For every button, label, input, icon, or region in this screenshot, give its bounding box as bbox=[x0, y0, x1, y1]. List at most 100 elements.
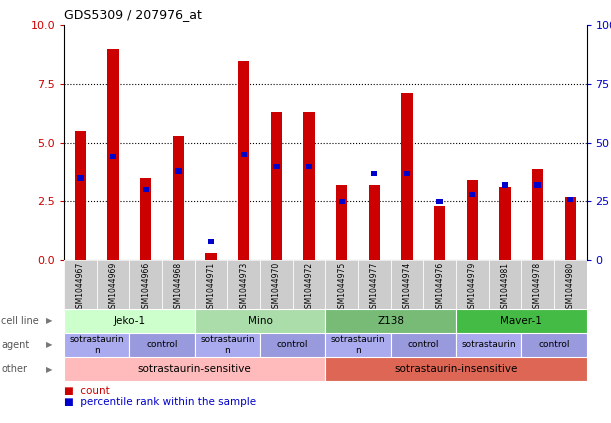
Text: ▶: ▶ bbox=[46, 365, 52, 374]
Bar bbox=[554, 260, 587, 309]
Text: ▶: ▶ bbox=[46, 341, 52, 349]
Bar bbox=[390, 260, 423, 309]
Text: cell line: cell line bbox=[1, 316, 39, 326]
Bar bbox=[175, 168, 181, 173]
Text: GSM1044981: GSM1044981 bbox=[500, 261, 510, 313]
Bar bbox=[325, 260, 358, 309]
Bar bbox=[401, 93, 412, 260]
Bar bbox=[456, 309, 587, 333]
Bar bbox=[64, 357, 325, 381]
Bar bbox=[535, 182, 541, 188]
Text: control: control bbox=[147, 341, 178, 349]
Text: GSM1044969: GSM1044969 bbox=[109, 261, 118, 313]
Text: Z138: Z138 bbox=[377, 316, 404, 326]
Bar bbox=[469, 192, 475, 197]
Text: sotrastaurin
n: sotrastaurin n bbox=[70, 335, 124, 354]
Bar bbox=[489, 260, 521, 309]
Text: control: control bbox=[408, 341, 439, 349]
Text: sotrastaurin-sensitive: sotrastaurin-sensitive bbox=[138, 364, 252, 374]
Text: GSM1044971: GSM1044971 bbox=[207, 261, 216, 313]
Bar bbox=[78, 176, 84, 181]
Text: other: other bbox=[1, 364, 27, 374]
Bar bbox=[64, 309, 195, 333]
Text: GSM1044966: GSM1044966 bbox=[141, 261, 150, 313]
Text: GSM1044979: GSM1044979 bbox=[468, 261, 477, 313]
Bar bbox=[325, 357, 587, 381]
Bar bbox=[142, 187, 149, 192]
Bar bbox=[338, 199, 345, 204]
Bar bbox=[325, 333, 390, 357]
Text: ■  percentile rank within the sample: ■ percentile rank within the sample bbox=[64, 396, 256, 407]
Text: GSM1044972: GSM1044972 bbox=[304, 261, 313, 313]
Bar bbox=[260, 260, 293, 309]
Bar bbox=[130, 260, 162, 309]
Bar bbox=[140, 178, 152, 260]
Text: control: control bbox=[538, 341, 569, 349]
Text: GSM1044977: GSM1044977 bbox=[370, 261, 379, 313]
Bar bbox=[162, 260, 195, 309]
Bar bbox=[499, 187, 511, 260]
Bar bbox=[195, 309, 325, 333]
Bar bbox=[130, 333, 195, 357]
Bar bbox=[368, 185, 380, 260]
Bar bbox=[205, 253, 217, 260]
Text: GSM1044970: GSM1044970 bbox=[272, 261, 281, 313]
Bar bbox=[293, 260, 325, 309]
Bar bbox=[371, 171, 378, 176]
Bar bbox=[567, 197, 573, 202]
Bar bbox=[358, 260, 390, 309]
Bar bbox=[521, 260, 554, 309]
Bar bbox=[260, 333, 325, 357]
Bar bbox=[241, 152, 247, 157]
Bar bbox=[97, 260, 130, 309]
Text: GSM1044974: GSM1044974 bbox=[403, 261, 411, 313]
Bar bbox=[195, 333, 260, 357]
Text: Jeko-1: Jeko-1 bbox=[114, 316, 145, 326]
Bar bbox=[306, 164, 312, 169]
Text: ■  count: ■ count bbox=[64, 385, 110, 396]
Bar bbox=[390, 333, 456, 357]
Bar bbox=[434, 206, 445, 260]
Text: sotrastaurin-insensitive: sotrastaurin-insensitive bbox=[394, 364, 518, 374]
Bar bbox=[404, 171, 410, 176]
Text: GDS5309 / 207976_at: GDS5309 / 207976_at bbox=[64, 8, 202, 21]
Text: agent: agent bbox=[1, 340, 29, 350]
Text: sotrastaurin
n: sotrastaurin n bbox=[200, 335, 255, 354]
Bar bbox=[325, 309, 456, 333]
Text: GSM1044975: GSM1044975 bbox=[337, 261, 346, 313]
Bar bbox=[238, 60, 249, 260]
Bar bbox=[467, 180, 478, 260]
Bar bbox=[273, 164, 279, 169]
Bar bbox=[502, 182, 508, 188]
Bar bbox=[173, 136, 184, 260]
Bar bbox=[303, 112, 315, 260]
Text: GSM1044976: GSM1044976 bbox=[435, 261, 444, 313]
Bar bbox=[75, 131, 86, 260]
Bar bbox=[336, 185, 348, 260]
Text: Maver-1: Maver-1 bbox=[500, 316, 542, 326]
Text: sotrastaurin: sotrastaurin bbox=[461, 341, 516, 349]
Text: Mino: Mino bbox=[247, 316, 273, 326]
Text: GSM1044980: GSM1044980 bbox=[566, 261, 575, 313]
Bar bbox=[110, 154, 116, 159]
Bar bbox=[521, 333, 587, 357]
Bar bbox=[423, 260, 456, 309]
Text: GSM1044973: GSM1044973 bbox=[240, 261, 248, 313]
Text: GSM1044967: GSM1044967 bbox=[76, 261, 85, 313]
Text: GSM1044968: GSM1044968 bbox=[174, 261, 183, 313]
Bar bbox=[108, 49, 119, 260]
Text: control: control bbox=[277, 341, 309, 349]
Bar bbox=[565, 197, 576, 260]
Text: ▶: ▶ bbox=[46, 316, 52, 325]
Bar bbox=[64, 333, 130, 357]
Bar bbox=[532, 169, 543, 260]
Bar bbox=[227, 260, 260, 309]
Bar bbox=[271, 112, 282, 260]
Bar bbox=[208, 239, 214, 244]
Bar bbox=[195, 260, 227, 309]
Bar bbox=[64, 260, 97, 309]
Bar bbox=[456, 333, 521, 357]
Text: GSM1044978: GSM1044978 bbox=[533, 261, 542, 313]
Bar bbox=[456, 260, 489, 309]
Bar bbox=[436, 199, 443, 204]
